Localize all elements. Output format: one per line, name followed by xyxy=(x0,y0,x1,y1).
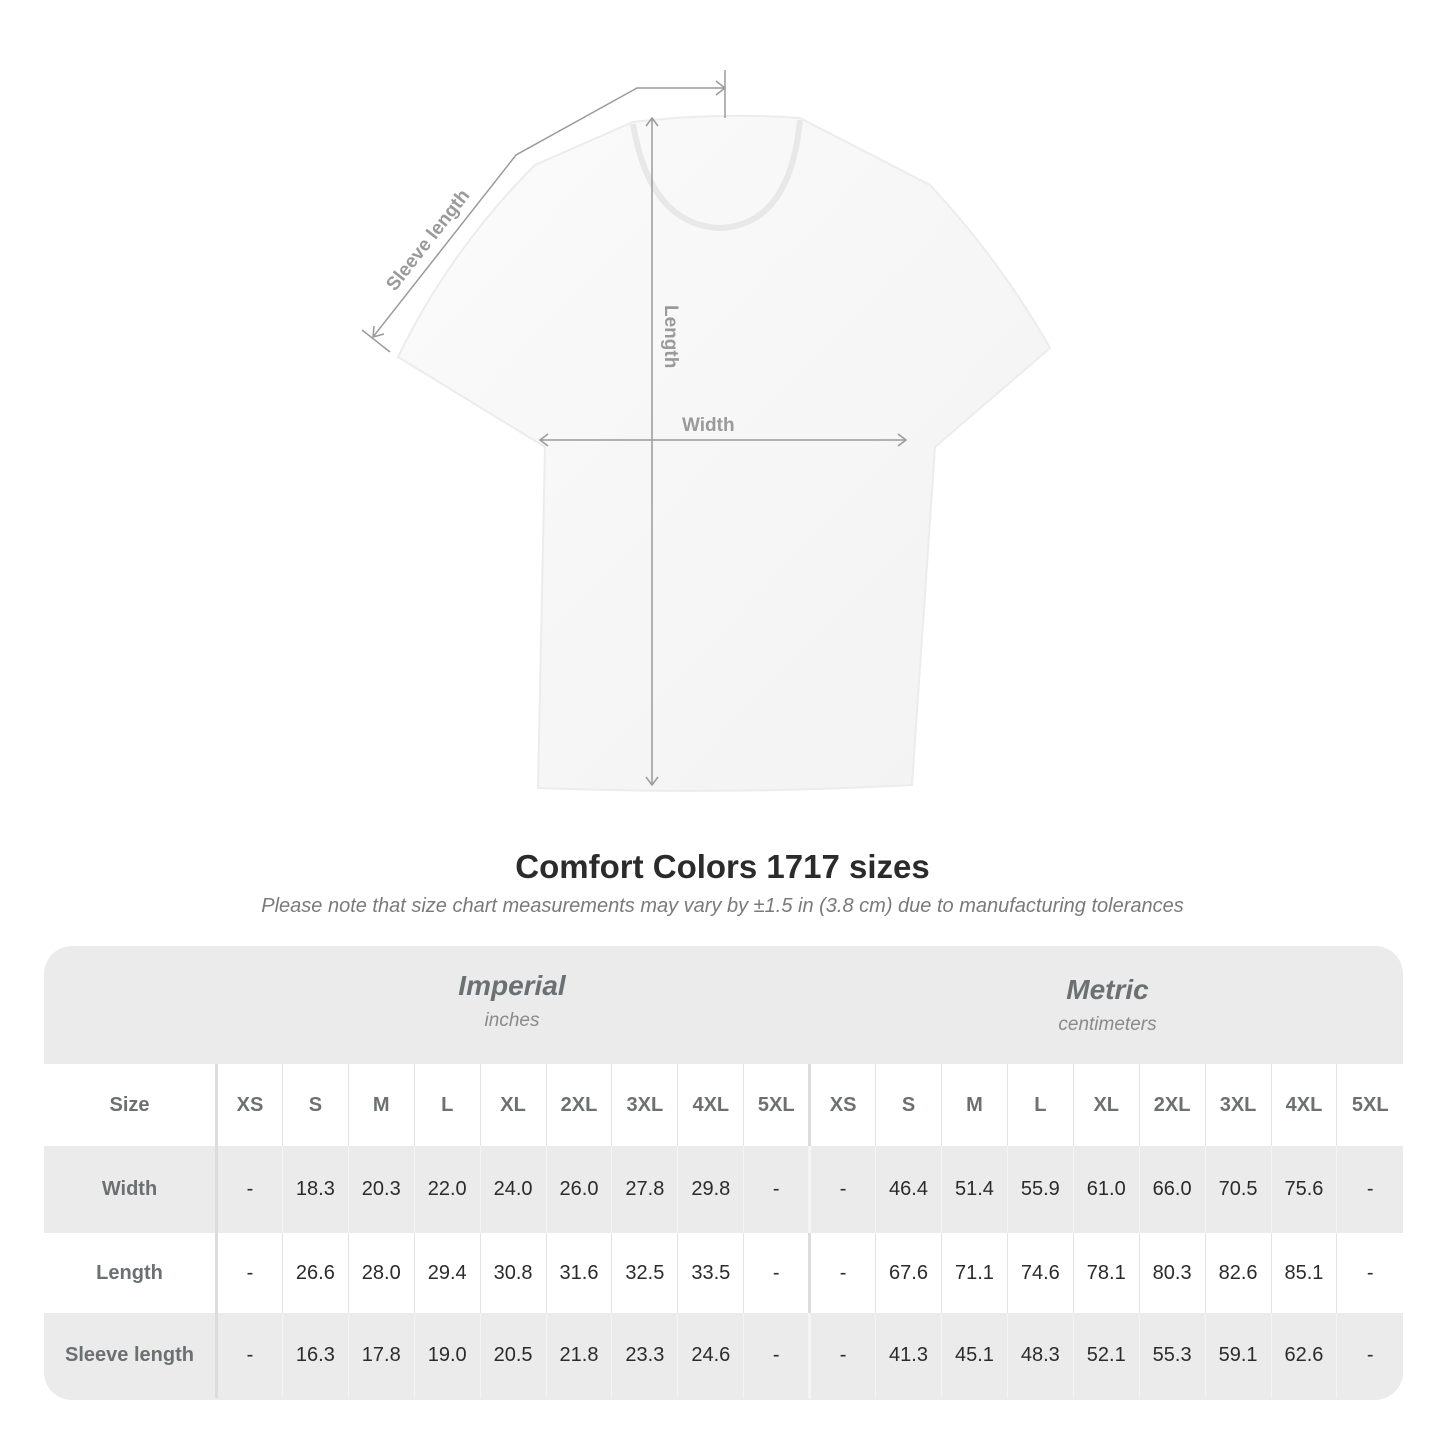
imperial-cell: 32.5 xyxy=(611,1233,678,1313)
imperial-cell: 29.4 xyxy=(413,1233,481,1313)
imperial-cell: 24.6 xyxy=(677,1313,744,1398)
row-label: Sleeve length xyxy=(44,1313,218,1398)
imperial-cell: 21.8 xyxy=(545,1313,612,1398)
metric-cell: 70.5 xyxy=(1204,1146,1271,1233)
metric-cell: 41.3 xyxy=(875,1313,942,1398)
imperial-cell: 17.8 xyxy=(347,1313,415,1398)
chart-title: Comfort Colors 1717 sizes xyxy=(515,848,930,885)
table-row: Length -26.6 28.0 29.4 30.8 31.6 32.5 33.5- -67.… xyxy=(44,1233,1403,1313)
imperial-cell: 23.3 xyxy=(611,1313,678,1398)
imperial-size-3xl: 3XL xyxy=(611,1064,678,1146)
metric-cell: - xyxy=(808,1313,876,1398)
imperial-size-xl: XL xyxy=(479,1064,547,1146)
table-row: Width -18.3 20.3 22.0 24.0 26.0 27.8 29.8- -46.4… xyxy=(44,1146,1403,1233)
size-grid: Size XS S M L XL 2XL 3XL 4XL 5XL XS S M L XL 2XL 3XL 4XL 5… xyxy=(44,1064,1403,1398)
metric-cell: 62.6 xyxy=(1270,1313,1337,1398)
imperial-size-m: M xyxy=(347,1064,415,1146)
metric-cell: - xyxy=(1336,1146,1403,1233)
metric-cell: 80.3 xyxy=(1138,1233,1206,1313)
metric-cell: 71.1 xyxy=(940,1233,1008,1313)
metric-cell: 66.0 xyxy=(1138,1146,1206,1233)
imperial-cell: 20.5 xyxy=(479,1313,547,1398)
imperial-size-l: L xyxy=(413,1064,481,1146)
tshirt-image xyxy=(396,114,1052,792)
table-row: Sleeve length -16.3 17.8 19.0 20.5 21.8 23.3 24… xyxy=(44,1313,1403,1398)
measure-lines xyxy=(361,70,908,787)
imperial-cell: - xyxy=(743,1313,810,1398)
metric-cell: 78.1 xyxy=(1072,1233,1140,1313)
imperial-cell: 16.3 xyxy=(281,1313,349,1398)
imperial-title: Imperial xyxy=(458,970,566,1001)
imperial-cell: 27.8 xyxy=(611,1146,678,1233)
metric-cell: 51.4 xyxy=(940,1146,1008,1233)
imperial-cell: 20.3 xyxy=(347,1146,415,1233)
metric-cell: 55.3 xyxy=(1138,1313,1206,1398)
imperial-size-s: S xyxy=(281,1064,349,1146)
metric-cell: 55.9 xyxy=(1006,1146,1074,1233)
metric-unit: centimeters xyxy=(1058,1014,1157,1035)
imperial-cell: 24.0 xyxy=(479,1146,547,1233)
imperial-cell: 22.0 xyxy=(413,1146,481,1233)
imperial-size-2xl: 2XL xyxy=(545,1064,612,1146)
imperial-cell: 26.0 xyxy=(545,1146,612,1233)
metric-cell: 82.6 xyxy=(1204,1233,1271,1313)
collar xyxy=(630,119,803,232)
metric-cell: 67.6 xyxy=(875,1233,942,1313)
metric-cell: - xyxy=(1336,1313,1403,1398)
imperial-cell: 28.0 xyxy=(347,1233,415,1313)
metric-size-2xl: 2XL xyxy=(1138,1064,1206,1146)
imperial-cell: 30.8 xyxy=(479,1233,547,1313)
imperial-cell: - xyxy=(216,1146,283,1233)
imperial-cell: 33.5 xyxy=(677,1233,744,1313)
width-label: Width xyxy=(682,415,735,436)
metric-cell: 74.6 xyxy=(1006,1233,1074,1313)
imperial-size-5xl: 5XL xyxy=(743,1064,810,1146)
imperial-cell: - xyxy=(743,1146,810,1233)
imperial-cell: 31.6 xyxy=(545,1233,612,1313)
imperial-unit: inches xyxy=(484,1010,540,1031)
metric-cell: 59.1 xyxy=(1204,1313,1271,1398)
tolerance-note: Please note that size chart measurements… xyxy=(261,895,1184,917)
metric-title: Metric xyxy=(1066,974,1149,1005)
imperial-cell: 26.6 xyxy=(281,1233,349,1313)
metric-size-m: M xyxy=(940,1064,1008,1146)
imperial-cell: - xyxy=(216,1313,283,1398)
row-label: Width xyxy=(44,1146,218,1233)
imperial-cell: - xyxy=(216,1233,283,1313)
metric-cell: 75.6 xyxy=(1270,1146,1337,1233)
metric-size-5xl: 5XL xyxy=(1336,1064,1403,1146)
size-table: Imperial inches Metric centimeters Size X… xyxy=(44,946,1403,1400)
metric-size-s: S xyxy=(875,1064,942,1146)
metric-cell: - xyxy=(808,1233,876,1313)
size-header-label: Size xyxy=(44,1064,218,1146)
metric-size-3xl: 3XL xyxy=(1204,1064,1271,1146)
metric-size-xl: XL xyxy=(1072,1064,1140,1146)
imperial-size-4xl: 4XL xyxy=(677,1064,744,1146)
metric-header: Metric centimeters xyxy=(812,946,1403,1064)
imperial-size-xs: XS xyxy=(216,1064,283,1146)
metric-size-4xl: 4XL xyxy=(1270,1064,1337,1146)
tshirt-diagram: Sleeve length Length Width xyxy=(361,70,1052,792)
metric-cell: 45.1 xyxy=(940,1313,1008,1398)
imperial-cell: 19.0 xyxy=(413,1313,481,1398)
metric-size-l: L xyxy=(1006,1064,1074,1146)
metric-cell: 46.4 xyxy=(875,1146,942,1233)
imperial-cell: 18.3 xyxy=(281,1146,349,1233)
metric-cell: - xyxy=(808,1146,876,1233)
size-header-row: Size XS S M L XL 2XL 3XL 4XL 5XL XS S M L XL 2XL 3XL 4XL 5… xyxy=(44,1064,1403,1146)
metric-cell: - xyxy=(1336,1233,1403,1313)
imperial-cell: - xyxy=(743,1233,810,1313)
imperial-header: Imperial inches xyxy=(215,946,809,1064)
metric-size-xs: XS xyxy=(808,1064,876,1146)
length-label: Length xyxy=(660,305,681,368)
metric-cell: 61.0 xyxy=(1072,1146,1140,1233)
row-label: Length xyxy=(44,1233,218,1313)
metric-cell: 48.3 xyxy=(1006,1313,1074,1398)
metric-cell: 85.1 xyxy=(1270,1233,1337,1313)
imperial-cell: 29.8 xyxy=(677,1146,744,1233)
metric-cell: 52.1 xyxy=(1072,1313,1140,1398)
